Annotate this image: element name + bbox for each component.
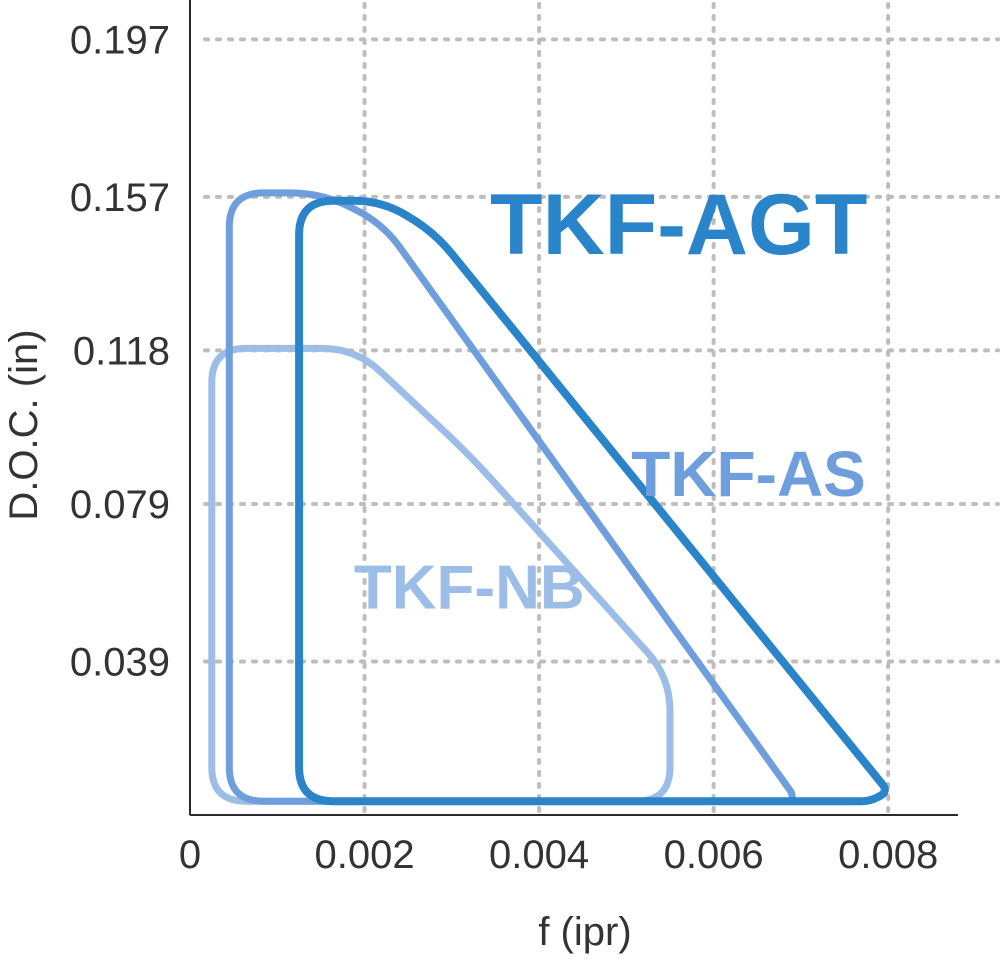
- tick-labels: 0 0.002 0.004 0.006 0.008 0.039 0.079 0.118 0.15…: [70, 18, 938, 877]
- y-tick-label: 0.157: [70, 176, 170, 220]
- regions: [208, 189, 889, 806]
- region-label-tkf-agt: TKF-AGT: [490, 177, 867, 273]
- grid: [203, 2, 1000, 817]
- region-labels: TKF-AGT TKF-AS TKF-NB: [354, 177, 867, 622]
- y-tick-label: 0.079: [70, 483, 170, 527]
- region-label-tkf-as: TKF-AS: [631, 438, 866, 510]
- x-axis-label: f (ipr): [538, 910, 631, 954]
- y-tick-label: 0.118: [73, 329, 170, 373]
- x-tick-label: 0.008: [838, 833, 938, 877]
- x-tick-label: 0.006: [664, 833, 764, 877]
- region-label-tkf-nb: TKF-NB: [354, 553, 585, 622]
- x-tick-label: 0: [179, 833, 201, 877]
- y-tick-label: 0.197: [70, 18, 170, 62]
- region-tkf-agt: [295, 196, 889, 806]
- y-tick-label: 0.039: [70, 640, 170, 684]
- region-tkf-nb: [208, 344, 674, 805]
- axes: [189, 0, 958, 816]
- x-tick-label: 0.004: [489, 833, 589, 877]
- x-tick-label: 0.002: [314, 833, 414, 877]
- y-axis-label: D.O.C. (in): [2, 329, 46, 520]
